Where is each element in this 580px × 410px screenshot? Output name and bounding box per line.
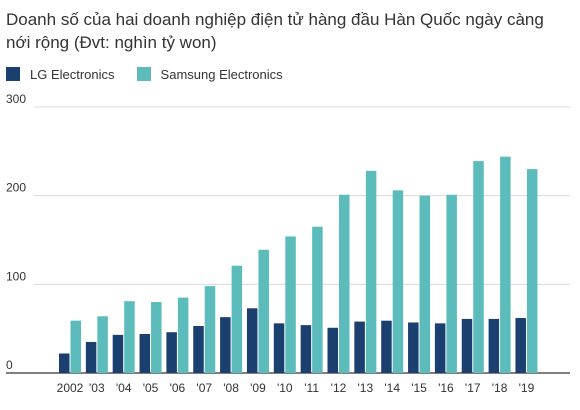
y-tick-label: 0 [6,358,13,372]
x-tick-label: '18 [492,381,508,395]
bar-samsung-electronics [312,226,323,373]
bar-lg-electronics [461,318,473,373]
bar-lg-electronics [246,308,258,373]
bar-lg-electronics [354,321,365,373]
bar-lg-electronics [515,318,526,373]
bar-samsung-electronics [526,169,538,373]
y-tick-label: 100 [6,269,26,283]
bar-samsung-electronics [500,156,511,373]
x-tick-label: '19 [519,381,535,395]
legend-swatch-lg [6,67,20,81]
bar-samsung-electronics [285,236,296,373]
y-tick-label: 200 [6,181,26,195]
bar-samsung-electronics [258,249,269,373]
bar-lg-electronics [488,318,500,373]
bar-samsung-electronics [473,161,484,373]
bar-lg-electronics [193,326,204,373]
x-tick-label: '13 [358,381,374,395]
bar-lg-electronics [59,353,70,373]
chart-legend: LG Electronics Samsung Electronics [6,66,305,82]
bar-lg-electronics [166,332,177,373]
bar-samsung-electronics [204,286,216,373]
bar-samsung-electronics [124,301,135,373]
x-tick-label: '03 [89,381,105,395]
bar-samsung-electronics [151,302,162,373]
bar-lg-electronics [220,317,231,373]
x-tick-label: '07 [196,381,212,395]
bar-samsung-electronics [339,194,350,373]
x-tick-label: '14 [384,381,400,395]
x-tick-label: '15 [411,381,427,395]
bar-samsung-electronics [419,195,431,373]
bar-lg-electronics [139,333,151,373]
x-tick-label: '05 [143,381,159,395]
x-tick-label: '08 [223,381,239,395]
bar-samsung-electronics [231,265,243,373]
x-tick-label: '16 [438,381,454,395]
bar-lg-electronics [381,320,392,373]
bar-lg-electronics [408,322,419,373]
legend-swatch-samsung [136,67,151,81]
bar-samsung-electronics [70,320,81,373]
bar-lg-electronics [300,325,312,373]
x-tick-label: '17 [465,381,481,395]
bar-lg-electronics [434,323,446,373]
legend-item-samsung: Samsung Electronics [136,66,283,82]
legend-item-lg: LG Electronics [6,67,115,82]
y-tick-label: 300 [6,92,26,106]
bar-samsung-electronics [392,190,404,373]
x-tick-label: '11 [304,381,319,395]
legend-label-lg: LG Electronics [30,66,115,82]
x-tick-label: '12 [331,381,347,395]
bar-samsung-electronics [365,170,377,373]
bar-samsung-electronics [177,297,189,373]
bar-lg-electronics [327,327,338,373]
bar-samsung-electronics [97,316,108,373]
bar-samsung-electronics [446,194,457,373]
chart-title: Doanh số của hai doanh nghiệp điện tử hà… [6,10,544,52]
bar-lg-electronics [85,341,97,373]
x-tick-label: 2002 [57,381,84,395]
x-tick-label: '10 [277,381,293,395]
legend-label-samsung: Samsung Electronics [160,66,283,82]
bar-lg-electronics [273,323,285,373]
bar-lg-electronics [112,334,124,373]
x-tick-label: '09 [250,381,266,395]
x-tick-label: '06 [170,381,186,395]
x-tick-label: '04 [116,381,132,395]
